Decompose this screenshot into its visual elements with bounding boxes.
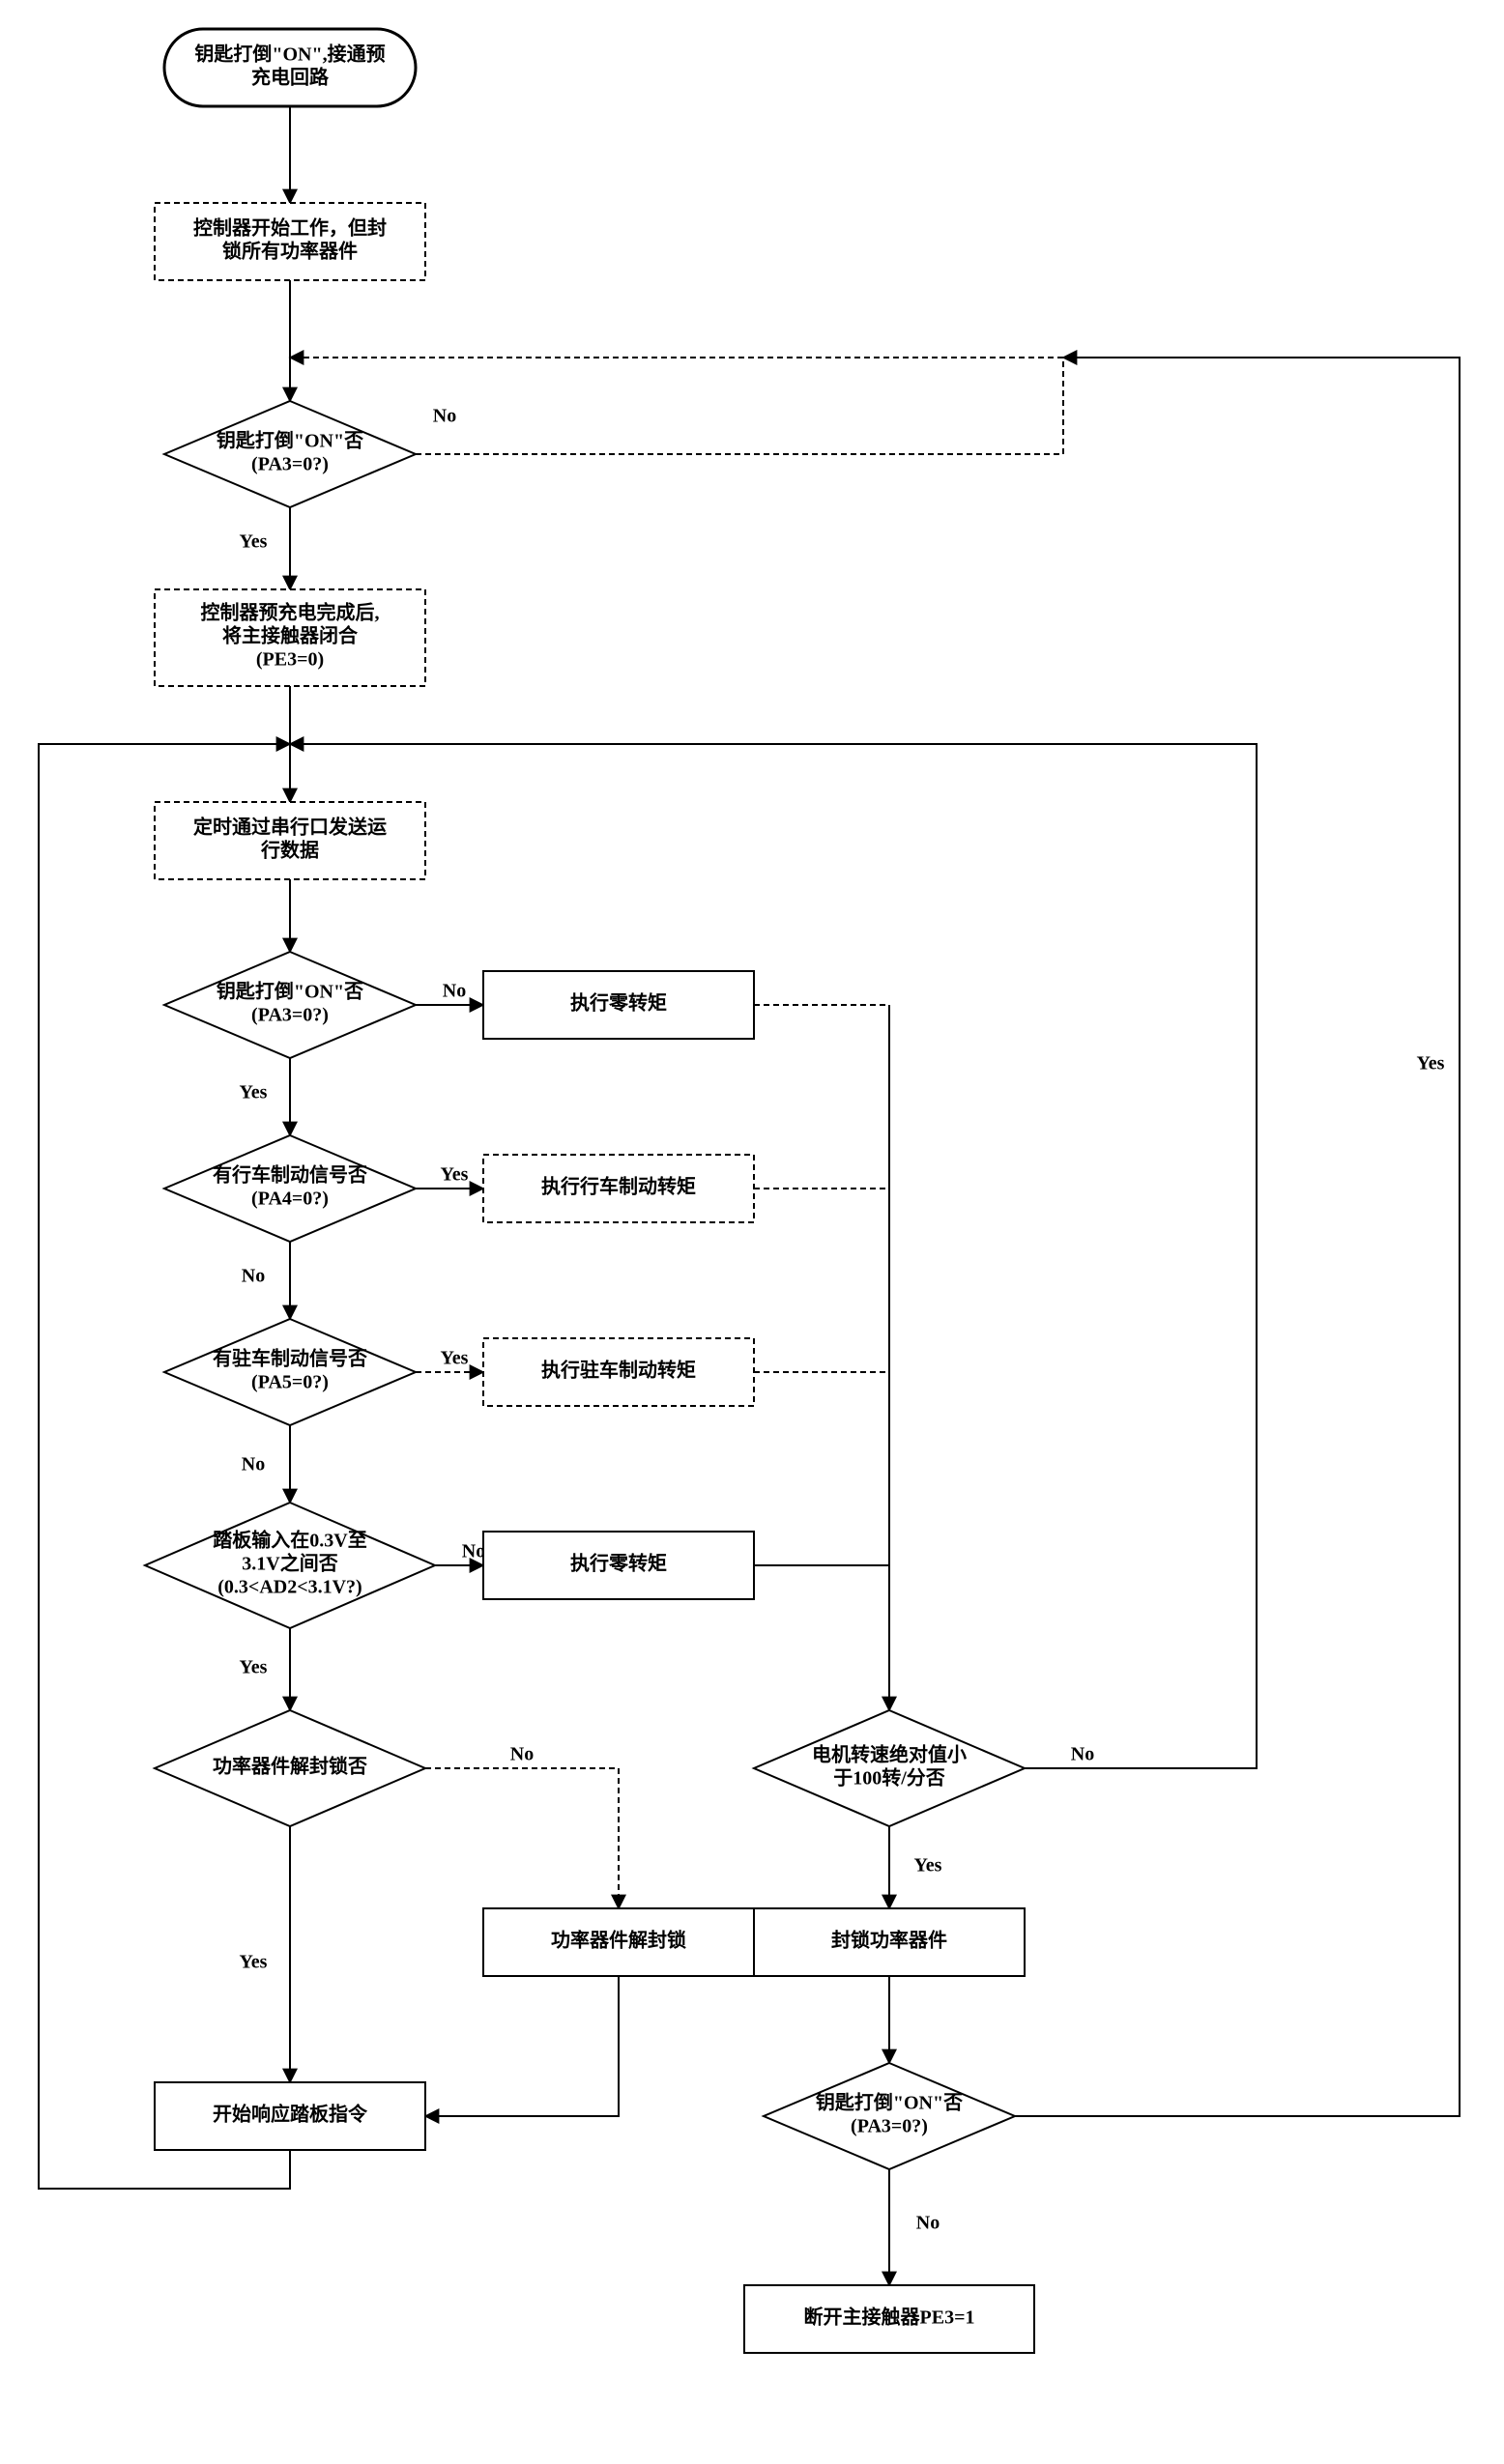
n1-line-1: 锁所有功率器件 — [222, 240, 358, 263]
n8-line-0: 踏板输入在0.3V至 — [213, 1529, 366, 1552]
edge-label: No — [510, 1744, 534, 1765]
n0-line-0: 钥匙打倒"ON",接通预 — [194, 43, 385, 66]
n6-line-1: (PA4=0?) — [251, 1189, 329, 1210]
edge — [425, 1976, 619, 2116]
n14-line-1: 于100转/分否 — [833, 1766, 945, 1790]
n9-line-0: 功率器件解封锁否 — [213, 1755, 367, 1778]
n17-line-0: 开始响应踏板指令 — [213, 2103, 368, 2126]
edge-label: No — [242, 1454, 265, 1476]
edge-label: Yes — [240, 531, 268, 553]
n2-line-1: (PA3=0?) — [251, 454, 329, 475]
edge-label: Yes — [441, 1164, 469, 1186]
n19-line-0: 断开主接触器PE3=1 — [804, 2306, 975, 2329]
n3-line-2: (PE3=0) — [256, 649, 324, 671]
n1-line-0: 控制器开始工作，但封 — [193, 216, 387, 240]
edge-label: Yes — [441, 1348, 469, 1369]
n5-line-1: (PA3=0?) — [251, 1005, 329, 1026]
n8-line-2: (0.3<AD2<3.1V?) — [217, 1577, 362, 1598]
edge-label: No — [1071, 1744, 1094, 1765]
edge — [290, 358, 1063, 454]
n18-line-1: (PA3=0?) — [851, 2116, 928, 2137]
edge-label: No — [443, 981, 466, 1002]
edge — [425, 1768, 619, 1908]
n2-line-0: 钥匙打倒"ON"否 — [217, 429, 363, 452]
n8-line-1: 3.1V之间否 — [242, 1552, 337, 1575]
n5-line-0: 钥匙打倒"ON"否 — [217, 980, 363, 1003]
edge-label: No — [462, 1541, 485, 1562]
n4-line-1: 行数据 — [260, 839, 319, 862]
n11-line-0: 执行行车制动转矩 — [541, 1175, 696, 1198]
flowchart-canvas: No Yes Yes No No Yes No Yes Yes No No Yes Yes No Yes No… — [0, 0, 1504, 2464]
n18-line-0: 钥匙打倒"ON"否 — [816, 2091, 963, 2114]
n16-line-0: 封锁功率器件 — [831, 1929, 947, 1952]
n6-line-0: 有行车制动信号否 — [213, 1163, 367, 1187]
edge — [290, 744, 1257, 1768]
n7-line-0: 有驻车制动信号否 — [213, 1347, 367, 1370]
edge-label: Yes — [1417, 1053, 1445, 1074]
n10-line-0: 执行零转矩 — [570, 991, 667, 1015]
n15-line-0: 功率器件解封锁 — [551, 1929, 686, 1952]
n12-line-0: 执行驻车制动转矩 — [541, 1359, 696, 1382]
edge-label: Yes — [240, 1082, 268, 1103]
edge-label: Yes — [240, 1657, 268, 1678]
n3-line-0: 控制器预充电完成后, — [201, 601, 380, 624]
n7-line-1: (PA5=0?) — [251, 1372, 329, 1393]
n3-line-1: 将主接触器闭合 — [222, 624, 359, 647]
edge-label: No — [433, 406, 456, 427]
n4-line-0: 定时通过串行口发送运 — [193, 816, 387, 839]
edge-label: Yes — [914, 1855, 942, 1877]
n14-line-0: 电机转速绝对值小 — [812, 1743, 967, 1766]
edge — [1015, 358, 1460, 2116]
edge-label: No — [242, 1266, 265, 1287]
n13-line-0: 执行零转矩 — [570, 1552, 667, 1575]
n0-line-1: 充电回路 — [251, 66, 330, 89]
edge-label: Yes — [240, 1952, 268, 1973]
edge-label: No — [916, 2213, 940, 2234]
